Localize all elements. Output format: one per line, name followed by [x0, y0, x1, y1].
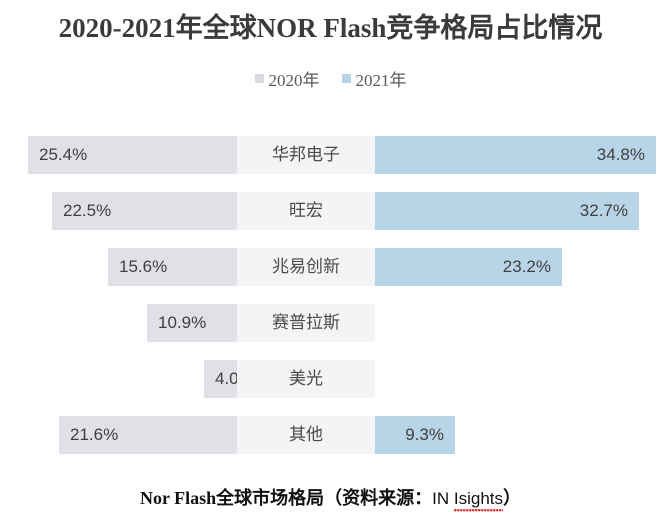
category-label-band: 美光 — [237, 360, 375, 398]
category-label-band: 兆易创新 — [237, 248, 375, 286]
category-label-band: 赛普拉斯 — [237, 304, 375, 342]
bar-left-2020[interactable]: 10.9% — [147, 304, 237, 342]
bar-value-right: 9.3% — [405, 425, 444, 444]
bar-right-2021[interactable]: 34.8% — [375, 136, 656, 174]
chart-row: 15.6% 兆易创新 23.2% — [0, 248, 661, 286]
bar-value-right: 32.7% — [579, 201, 628, 220]
category-label-band: 旺宏 — [237, 192, 375, 230]
chart-row: 21.6% 其他 9.3% — [0, 416, 661, 454]
bar-value-right: 23.2% — [502, 257, 551, 276]
category-label: 赛普拉斯 — [272, 313, 340, 332]
bar-value-left: 22.5% — [63, 201, 112, 220]
footer-source-prefix: IN — [432, 489, 454, 508]
legend-item-2021[interactable]: 2021年 — [341, 66, 407, 91]
category-label: 兆易创新 — [272, 257, 340, 276]
chart-row: 4.0% 美光 — [0, 360, 661, 398]
bar-right-2021[interactable]: 32.7% — [375, 192, 639, 230]
bar-left-2020[interactable]: 22.5% — [52, 192, 237, 230]
bar-value-left: 15.6% — [119, 257, 168, 276]
bar-right-2021[interactable]: 9.3% — [375, 416, 455, 454]
legend-swatch-icon-2021 — [341, 74, 351, 83]
bar-left-2020[interactable]: 21.6% — [59, 416, 237, 454]
footer-source-misspelled: Isights — [453, 489, 504, 512]
plot-area: 25.4% 华邦电子 34.8% 22.5% 旺宏 32.7% 15.6% 兆易创新 23.2%… — [0, 128, 661, 458]
chart-footer: Nor Flash全球市场格局（资料来源：IN Isights） — [0, 484, 661, 512]
bar-value-left: 25.4% — [39, 145, 88, 164]
category-label-band: 华邦电子 — [237, 136, 375, 174]
legend-item-2020[interactable]: 2020年 — [254, 66, 320, 91]
legend-label-2021: 2021年 — [355, 71, 407, 90]
bar-left-2020[interactable]: 4.0% — [204, 360, 254, 398]
chart-row: 22.5% 旺宏 32.7% — [0, 192, 661, 230]
chart-legend: 2020年 2021年 — [0, 66, 661, 91]
chart-title: 2020-2021年全球NOR Flash竞争格局占比情况 — [58, 13, 603, 43]
category-label: 其他 — [289, 425, 323, 444]
bar-left-2020[interactable]: 15.6% — [108, 248, 237, 286]
chart-row: 10.9% 赛普拉斯 — [0, 304, 661, 342]
bar-right-2021[interactable]: 23.2% — [375, 248, 562, 286]
legend-swatch-icon-2020 — [254, 74, 264, 83]
footer-main-text: Nor Flash全球市场格局（资料来源： — [139, 488, 433, 508]
legend-label-2020: 2020年 — [268, 71, 320, 90]
bar-left-2020[interactable]: 25.4% — [28, 136, 237, 174]
bar-value-left: 21.6% — [70, 425, 119, 444]
chart-row: 25.4% 华邦电子 34.8% — [0, 136, 661, 174]
bar-value-left: 10.9% — [158, 313, 207, 332]
category-label: 旺宏 — [289, 201, 323, 220]
bar-value-right: 34.8% — [596, 145, 645, 164]
category-label: 华邦电子 — [272, 145, 340, 164]
category-label-band: 其他 — [237, 416, 375, 454]
footer-tail-text: ） — [503, 488, 522, 508]
category-label: 美光 — [289, 369, 323, 388]
